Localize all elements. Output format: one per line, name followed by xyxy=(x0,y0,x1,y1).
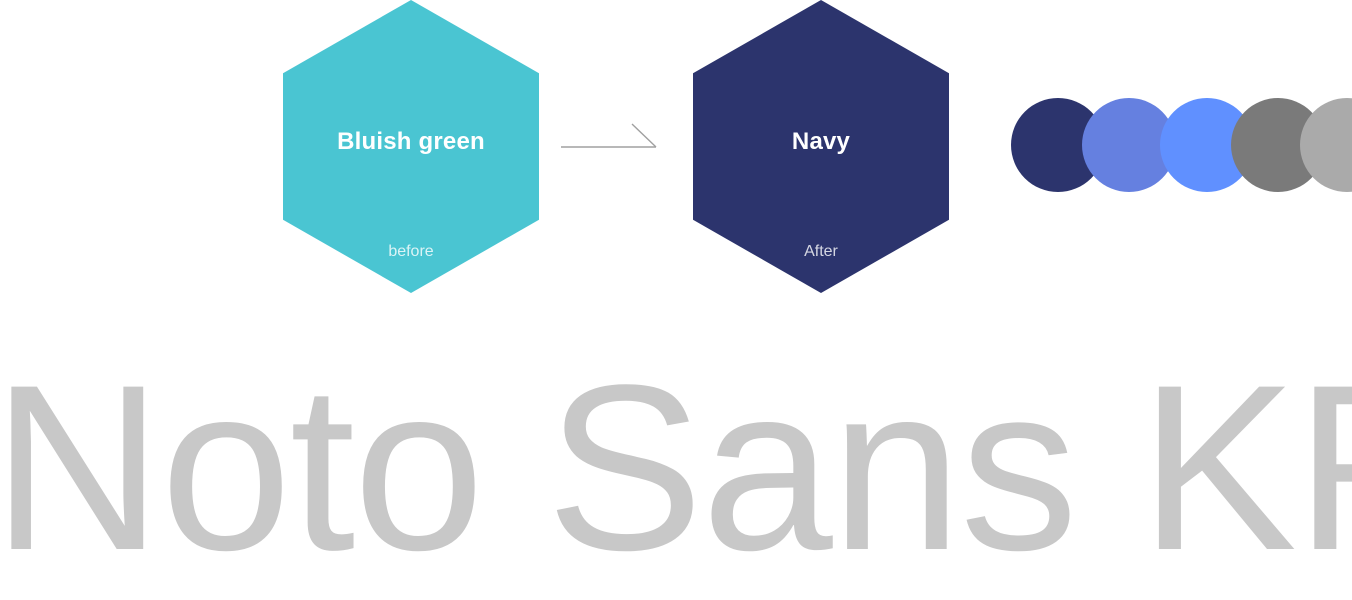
after-caption: After xyxy=(804,243,838,260)
before-hexagon: Bluish green before xyxy=(283,0,539,293)
arrow-right-icon xyxy=(561,123,657,148)
font-sample-text: Noto Sans KR xyxy=(0,336,1352,600)
after-hexagon: Navy After xyxy=(693,0,949,293)
before-caption: before xyxy=(388,243,434,260)
after-color-name: Navy xyxy=(791,128,851,155)
before-color-name: Bluish green xyxy=(337,128,485,155)
